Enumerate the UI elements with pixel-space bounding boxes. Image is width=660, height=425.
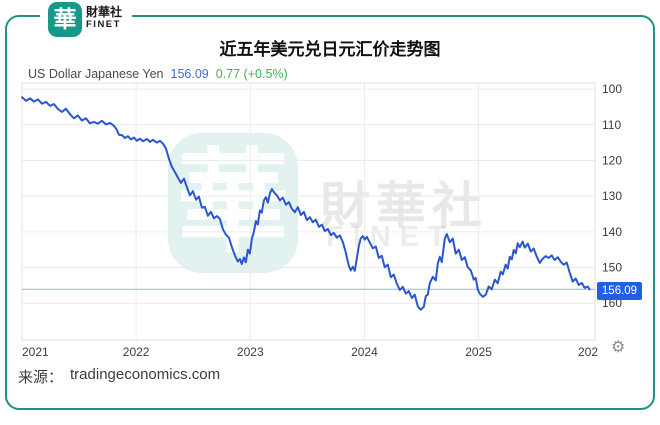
source-row: 来源： tradingeconomics.com — [18, 366, 220, 387]
chart-legend: US Dollar Japanese Yen 156.09 0.77 (+0.5… — [28, 67, 288, 81]
x-axis-label: 2023 — [237, 345, 264, 359]
y-axis-label: 110 — [602, 118, 621, 132]
brand-logo-char: 華 — [53, 6, 77, 32]
instrument-price: 156.09 — [170, 67, 209, 81]
brand-logo-icon: 華 — [48, 2, 82, 37]
price-series-line — [21, 96, 591, 311]
instrument-name: US Dollar Japanese Yen — [28, 67, 164, 81]
y-axis-label: 150 — [602, 261, 622, 275]
brand-name-en: FINET — [86, 19, 121, 30]
brand-name: 財華社 FINET — [86, 5, 123, 31]
y-axis-label: 120 — [602, 153, 622, 167]
source-link[interactable]: tradingeconomics.com — [70, 366, 221, 383]
source-prefix: 来源： — [18, 369, 64, 386]
plot-border — [21, 82, 596, 341]
x-axis-label: 202 — [578, 345, 598, 359]
y-axis-label: 140 — [602, 225, 622, 239]
y-axis-label: 130 — [602, 189, 622, 203]
watermark-text-zh: 財華社 — [320, 178, 488, 234]
watermark-logo-char: 華 — [177, 140, 289, 265]
x-axis-label: 2021 — [22, 345, 49, 359]
instrument-change: 0.77 (+0.5%) — [215, 67, 288, 81]
brand-logo: 華 財華社 FINET — [40, 0, 132, 44]
last-price-badge: 156.09 — [597, 282, 642, 300]
x-axis-label: 2025 — [465, 345, 492, 359]
watermark-text-en: FINET — [326, 221, 455, 253]
x-axis-label: 2024 — [351, 345, 378, 359]
page-title: 近五年美元兑日元汇价走势图 — [219, 40, 441, 59]
y-axis-label: 100 — [602, 82, 622, 96]
teal-frame-border — [5, 15, 655, 410]
brand-name-zh: 財華社 — [86, 5, 123, 19]
x-axis-label: 2022 — [123, 345, 150, 359]
gear-icon[interactable]: ⚙ — [611, 339, 626, 356]
